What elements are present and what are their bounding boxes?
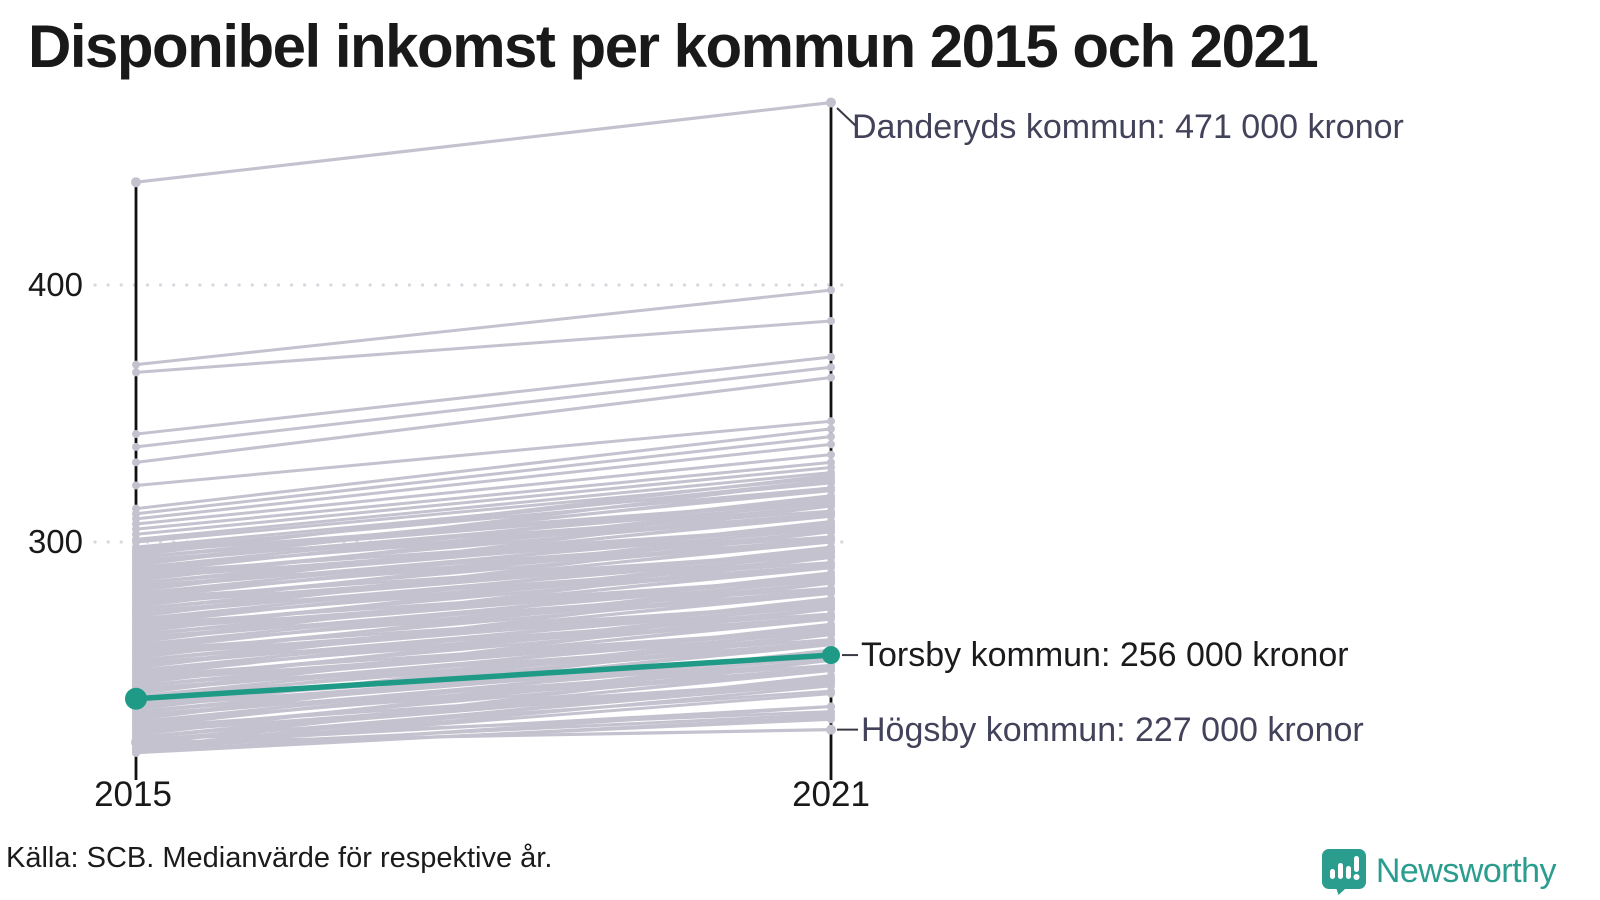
x-axis-label-2015: 2015 bbox=[94, 775, 172, 814]
municipality-114-dot-2021 bbox=[827, 630, 835, 639]
municipality-0-line bbox=[135, 288, 832, 367]
municipality-63-line bbox=[135, 550, 832, 634]
municipality-127-dot-2021 bbox=[827, 663, 835, 672]
municipality-9-line bbox=[135, 453, 832, 526]
municipality-82-dot-2021 bbox=[827, 586, 835, 595]
municipality-52-dot-2021 bbox=[827, 535, 835, 544]
municipality-5-line bbox=[135, 419, 832, 487]
municipality-3-line bbox=[135, 365, 832, 449]
danderyds-kommun-dot-2015 bbox=[131, 177, 141, 188]
municipality-4-dot-2015 bbox=[132, 458, 140, 467]
municipality-3-dot-2015 bbox=[132, 442, 140, 451]
annotation-hogsby: Högsby kommun: 227 000 kronor bbox=[861, 711, 1364, 749]
annotation-torsby: Torsby kommun: 256 000 kronor bbox=[861, 636, 1349, 674]
municipality-7-dot-2021 bbox=[827, 432, 835, 441]
municipality-33-line bbox=[135, 499, 832, 583]
municipality-10-line bbox=[135, 460, 832, 531]
municipality-93-line bbox=[135, 602, 832, 685]
municipality-104-line bbox=[135, 622, 832, 703]
municipality-89-line bbox=[135, 597, 832, 678]
municipality-29-line bbox=[135, 494, 832, 575]
municipality-2-dot-2021 bbox=[827, 352, 835, 361]
municipality-108-line bbox=[135, 627, 832, 711]
municipality-1-line bbox=[135, 319, 832, 374]
municipality-6-dot-2021 bbox=[827, 424, 835, 433]
municipality-138-dot-2015 bbox=[132, 748, 140, 757]
danderyds-kommun-dot-2021 bbox=[826, 97, 836, 108]
highlight-torsby-dot-2021 bbox=[822, 646, 840, 665]
municipality-130-dot-2021 bbox=[827, 689, 835, 698]
municipality-5-dot-2021 bbox=[827, 417, 835, 426]
högsby-kommun-line bbox=[135, 728, 832, 745]
municipality-11-line bbox=[135, 465, 832, 536]
municipality-8-dot-2021 bbox=[827, 440, 835, 449]
source-note: Källa: SCB. Medianvärde för respektive å… bbox=[6, 842, 553, 874]
municipality-78-line bbox=[135, 576, 832, 660]
danderyds-kommun-line bbox=[135, 100, 832, 184]
municipality-44-line bbox=[135, 519, 832, 601]
municipality-4-line bbox=[135, 376, 832, 464]
municipality-1-dot-2021 bbox=[827, 316, 835, 325]
chart-title: Disponibel inkomst per kommun 2015 och 2… bbox=[28, 13, 1319, 80]
municipality-99-dot-2021 bbox=[827, 604, 835, 613]
municipality-123-line bbox=[135, 653, 832, 737]
newsworthy-wordmark: Newsworthy bbox=[1375, 852, 1557, 890]
annotation-danderyd: Danderyds kommun: 471 000 kronor bbox=[852, 108, 1404, 146]
municipality-67-dot-2021 bbox=[827, 561, 835, 570]
municipality-39-line bbox=[135, 504, 832, 593]
x-axis-label-2021: 2021 bbox=[792, 775, 870, 814]
municipality-134-dot-2021 bbox=[827, 671, 835, 680]
speech-bubble-bar-chart-icon bbox=[1321, 849, 1366, 895]
municipality-39-dot-2021 bbox=[827, 502, 835, 511]
municipality-132-dot-2021 bbox=[827, 681, 835, 690]
municipality-139-line bbox=[135, 710, 832, 742]
municipality-22-dot-2021 bbox=[827, 484, 835, 493]
municipality-54-line bbox=[135, 530, 832, 619]
municipality-4-dot-2021 bbox=[827, 373, 835, 382]
municipality-74-line bbox=[135, 571, 832, 652]
municipality-37-dot-2021 bbox=[827, 509, 835, 518]
highlight-torsby-line bbox=[135, 652, 832, 702]
municipality-99-line bbox=[135, 607, 832, 696]
municipality-24-line bbox=[135, 478, 832, 567]
högsby-kommun-dot-2021 bbox=[826, 724, 836, 735]
municipality-54-dot-2021 bbox=[827, 527, 835, 536]
municipality-2-line bbox=[135, 355, 832, 436]
municipality-5-dot-2015 bbox=[132, 481, 140, 490]
municipality-69-line bbox=[135, 555, 832, 644]
municipality-8-line bbox=[135, 442, 832, 521]
y-axis-tick-400: 400 bbox=[27, 266, 83, 303]
municipality-129-line bbox=[135, 658, 832, 747]
municipality-69-dot-2021 bbox=[827, 553, 835, 562]
municipality-59-line bbox=[135, 545, 832, 626]
municipality-12-line bbox=[135, 471, 832, 541]
municipality-97-dot-2021 bbox=[827, 612, 835, 621]
municipality-0-dot-2015 bbox=[132, 360, 140, 369]
highlight-torsby-dot-2015 bbox=[125, 687, 147, 710]
högsby-kommun-dot-2015 bbox=[131, 737, 141, 748]
municipality-18-line bbox=[135, 473, 832, 557]
municipality-1-dot-2015 bbox=[132, 368, 140, 377]
municipality-6-line bbox=[135, 427, 832, 511]
municipality-9-dot-2021 bbox=[827, 450, 835, 459]
municipality-84-line bbox=[135, 581, 832, 670]
municipality-84-dot-2021 bbox=[827, 579, 835, 588]
municipality-7-line bbox=[135, 435, 832, 516]
municipality-112-dot-2021 bbox=[827, 638, 835, 647]
y-axis-tick-300: 300 bbox=[27, 523, 83, 560]
municipality-24-dot-2021 bbox=[827, 476, 835, 485]
municipality-0-dot-2021 bbox=[827, 286, 835, 295]
municipality-3-dot-2021 bbox=[827, 363, 835, 372]
newsworthy-branding: Newsworthy bbox=[1321, 848, 1557, 895]
municipality-48-line bbox=[135, 525, 832, 608]
municipality-139-dot-2021 bbox=[827, 707, 835, 716]
municipality-2-dot-2015 bbox=[132, 430, 140, 439]
callout-line-0 bbox=[836, 107, 857, 127]
municipality-135-line bbox=[135, 712, 832, 750]
